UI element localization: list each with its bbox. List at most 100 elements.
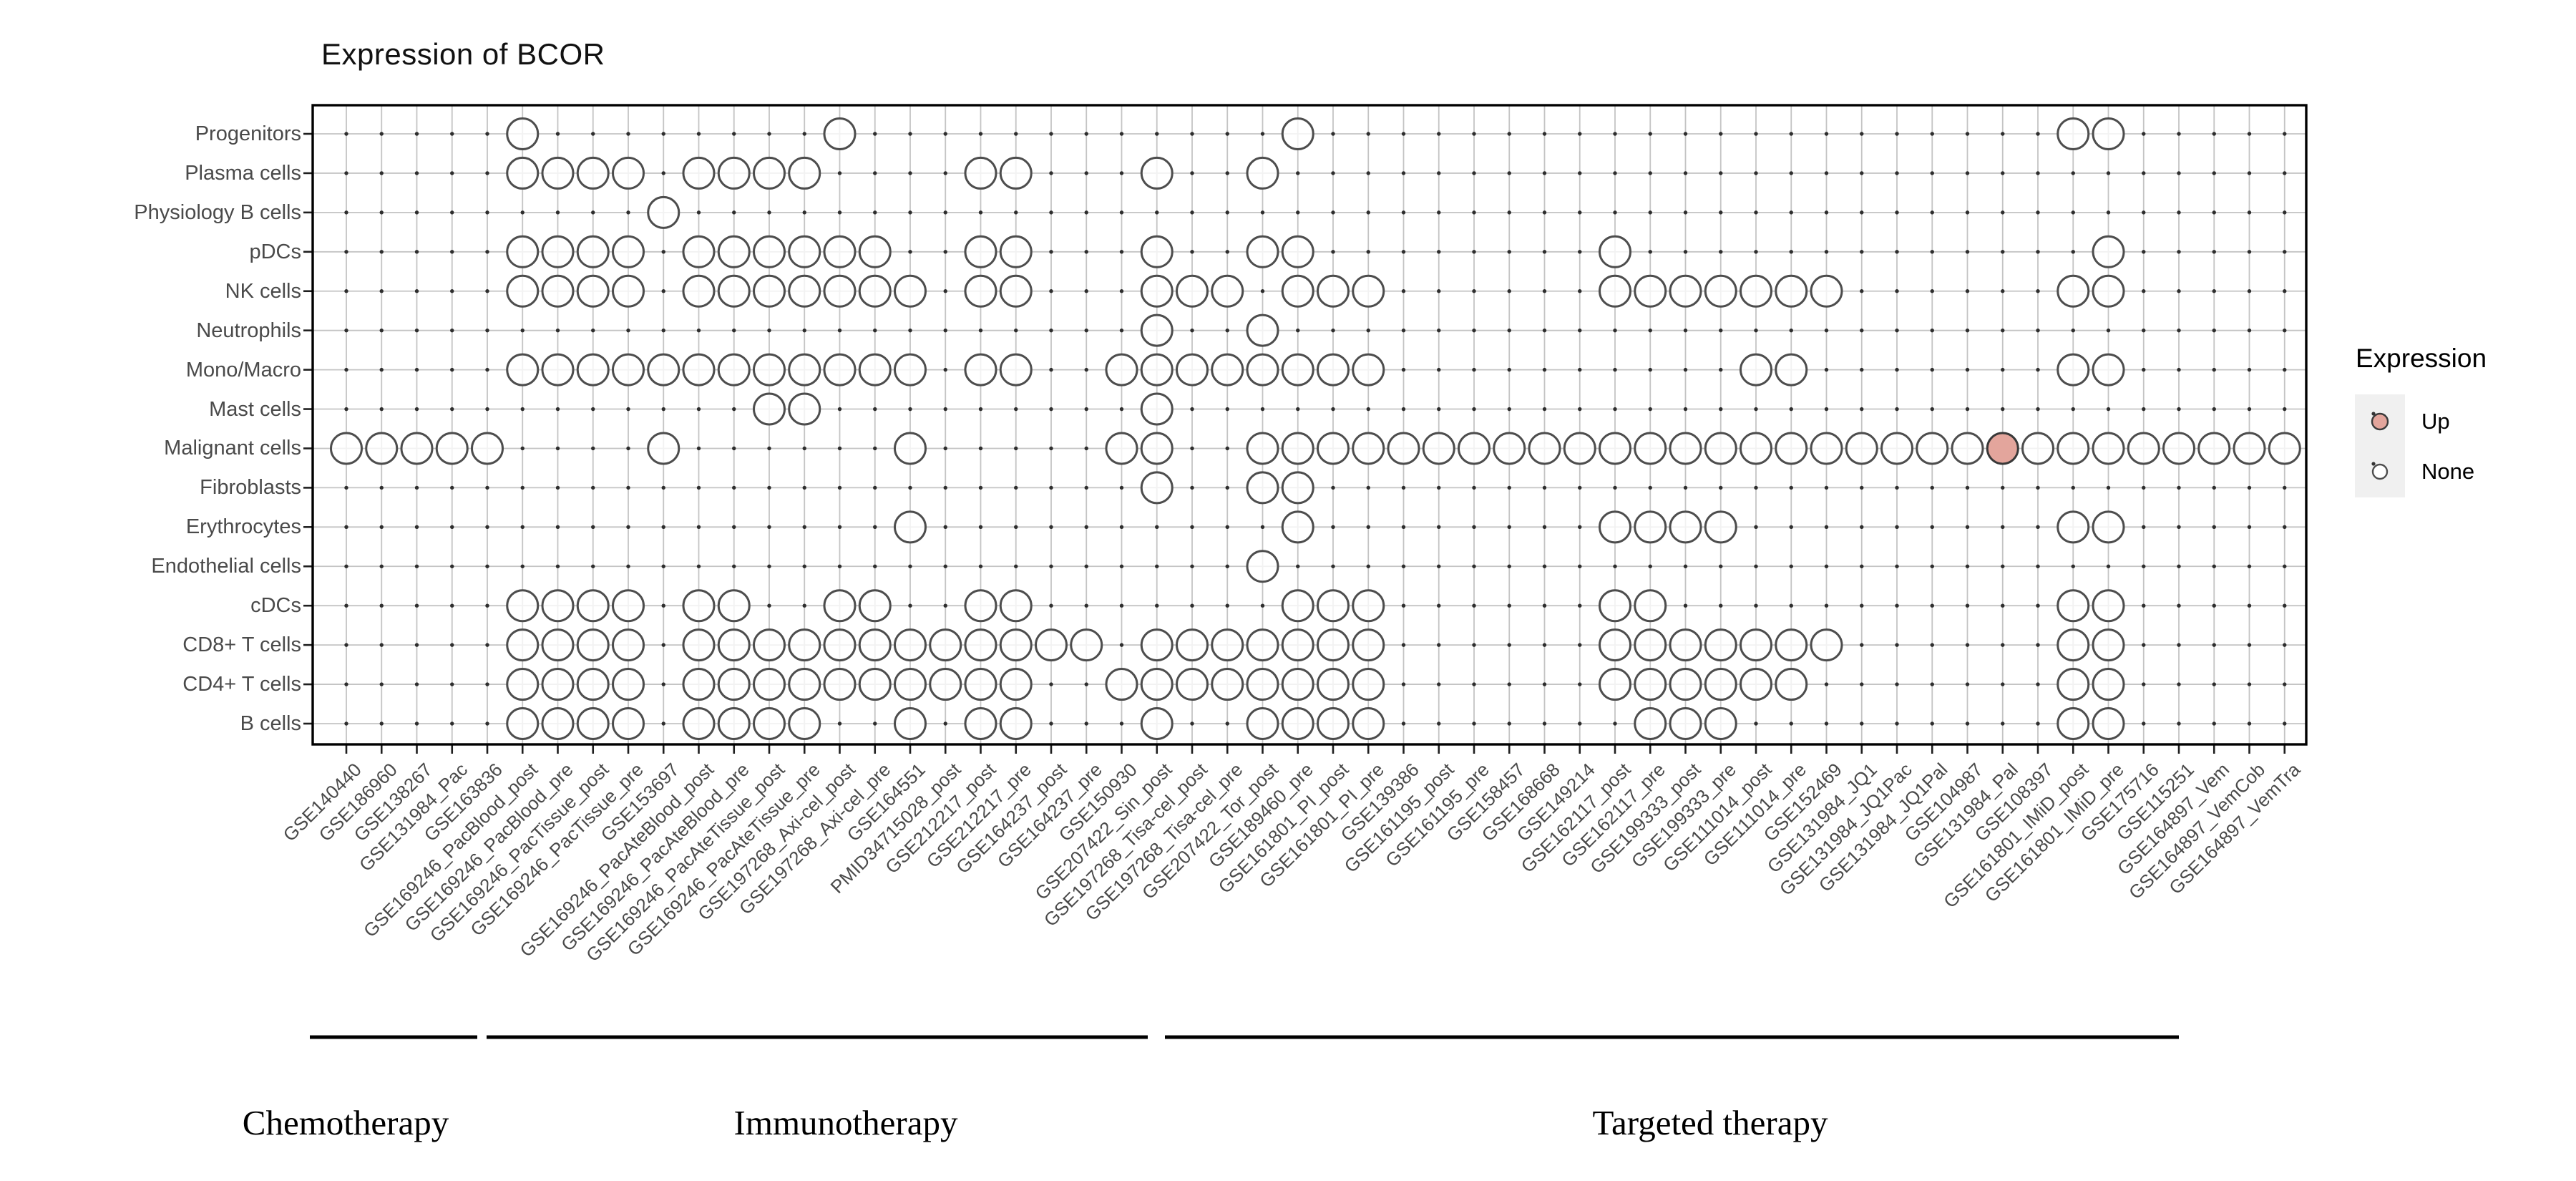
empty-cell-dot	[1190, 721, 1194, 726]
empty-cell-dot	[2247, 250, 2252, 254]
empty-cell-dot	[1472, 682, 1476, 686]
empty-cell-dot	[1260, 525, 1265, 530]
expression-none-marker	[717, 706, 751, 740]
expression-none-marker	[1140, 628, 1174, 662]
empty-cell-dot	[379, 289, 384, 293]
empty-cell-dot	[2036, 485, 2040, 490]
empty-cell-dot	[1789, 407, 1793, 412]
expression-none-marker	[964, 706, 997, 740]
expression-none-marker	[1669, 628, 1702, 662]
empty-cell-dot	[1472, 171, 1476, 175]
empty-cell-dot	[1507, 603, 1511, 608]
expression-none-marker	[506, 156, 540, 190]
expression-none-marker	[1458, 432, 1491, 465]
empty-cell-dot	[1965, 132, 1970, 136]
empty-cell-dot	[1084, 210, 1088, 215]
expression-none-marker	[612, 235, 645, 268]
empty-cell-dot	[1578, 721, 1582, 726]
empty-cell-dot	[1190, 171, 1194, 175]
expression-none-marker	[1317, 628, 1350, 662]
empty-cell-dot	[2247, 721, 2252, 726]
empty-cell-dot	[1895, 564, 1899, 568]
empty-cell-dot	[1860, 564, 1864, 568]
empty-cell-dot	[1401, 407, 1406, 412]
empty-cell-dot	[1507, 643, 1511, 647]
expression-none-marker	[1704, 628, 1737, 662]
expression-none-marker	[2092, 274, 2125, 308]
expression-none-marker	[1740, 353, 1772, 387]
expression-none-marker	[2057, 353, 2090, 387]
legend-none-icon	[2371, 462, 2389, 480]
empty-cell-dot	[1542, 328, 1547, 333]
empty-cell-dot	[2283, 525, 2287, 530]
empty-cell-dot	[344, 407, 348, 412]
empty-cell-dot	[1296, 564, 1300, 568]
empty-cell-dot	[1507, 289, 1511, 293]
empty-cell-dot	[626, 407, 630, 412]
empty-cell-dot	[1049, 210, 1053, 215]
empty-cell-dot	[2212, 328, 2216, 333]
empty-cell-dot	[943, 250, 947, 254]
expression-none-marker	[506, 668, 540, 701]
empty-cell-dot	[2212, 407, 2216, 412]
empty-cell-dot	[1930, 132, 1934, 136]
expression-none-marker	[964, 274, 997, 308]
empty-cell-dot	[1437, 250, 1441, 254]
empty-cell-dot	[908, 210, 912, 215]
empty-cell-dot	[485, 564, 489, 568]
empty-cell-dot	[485, 721, 489, 726]
empty-cell-dot	[1895, 367, 1899, 372]
expression-none-marker	[612, 706, 645, 740]
empty-cell-dot	[661, 289, 665, 293]
empty-cell-dot	[2142, 525, 2146, 530]
empty-cell-dot	[1542, 210, 1547, 215]
expression-none-marker	[1669, 274, 1702, 308]
empty-cell-dot	[555, 328, 560, 333]
empty-cell-dot	[1190, 603, 1194, 608]
empty-cell-dot	[1084, 289, 1088, 293]
empty-cell-dot	[2001, 682, 2005, 686]
expression-none-marker	[2092, 353, 2125, 387]
empty-cell-dot	[1895, 171, 1899, 175]
empty-cell-dot	[379, 407, 384, 412]
empty-cell-dot	[1507, 171, 1511, 175]
empty-cell-dot	[626, 564, 630, 568]
empty-cell-dot	[414, 485, 419, 490]
empty-cell-dot	[1648, 485, 1652, 490]
empty-cell-dot	[1014, 328, 1018, 333]
expression-none-marker	[1704, 274, 1737, 308]
expression-none-marker	[1105, 668, 1138, 701]
empty-cell-dot	[1084, 485, 1088, 490]
empty-cell-dot	[414, 250, 419, 254]
empty-cell-dot	[555, 525, 560, 530]
empty-cell-dot	[1119, 643, 1124, 647]
empty-cell-dot	[1648, 328, 1652, 333]
legend-key-up	[2355, 394, 2405, 446]
expression-none-marker	[682, 589, 716, 623]
empty-cell-dot	[1260, 210, 1265, 215]
empty-cell-dot	[2036, 603, 2040, 608]
empty-cell-dot	[908, 132, 912, 136]
empty-cell-dot	[2036, 250, 2040, 254]
expression-none-marker	[1669, 432, 1702, 465]
expression-none-marker	[541, 235, 575, 268]
expression-none-marker	[1176, 668, 1209, 701]
empty-cell-dot	[1049, 485, 1053, 490]
expression-none-marker	[1317, 432, 1350, 465]
empty-cell-dot	[1542, 603, 1547, 608]
empty-cell-dot	[908, 564, 912, 568]
empty-cell-dot	[978, 407, 983, 412]
empty-cell-dot	[1965, 525, 1970, 530]
expression-none-marker	[1211, 668, 1244, 701]
expression-none-marker	[506, 274, 540, 308]
expression-none-marker	[999, 274, 1033, 308]
empty-cell-dot	[1437, 603, 1441, 608]
empty-cell-dot	[2036, 407, 2040, 412]
expression-none-marker	[1352, 274, 1385, 308]
expression-none-marker	[1599, 589, 1631, 623]
expression-none-marker	[576, 668, 610, 701]
empty-cell-dot	[2142, 171, 2146, 175]
empty-cell-dot	[1049, 328, 1053, 333]
expression-none-marker	[1211, 628, 1244, 662]
empty-cell-dot	[626, 132, 630, 136]
